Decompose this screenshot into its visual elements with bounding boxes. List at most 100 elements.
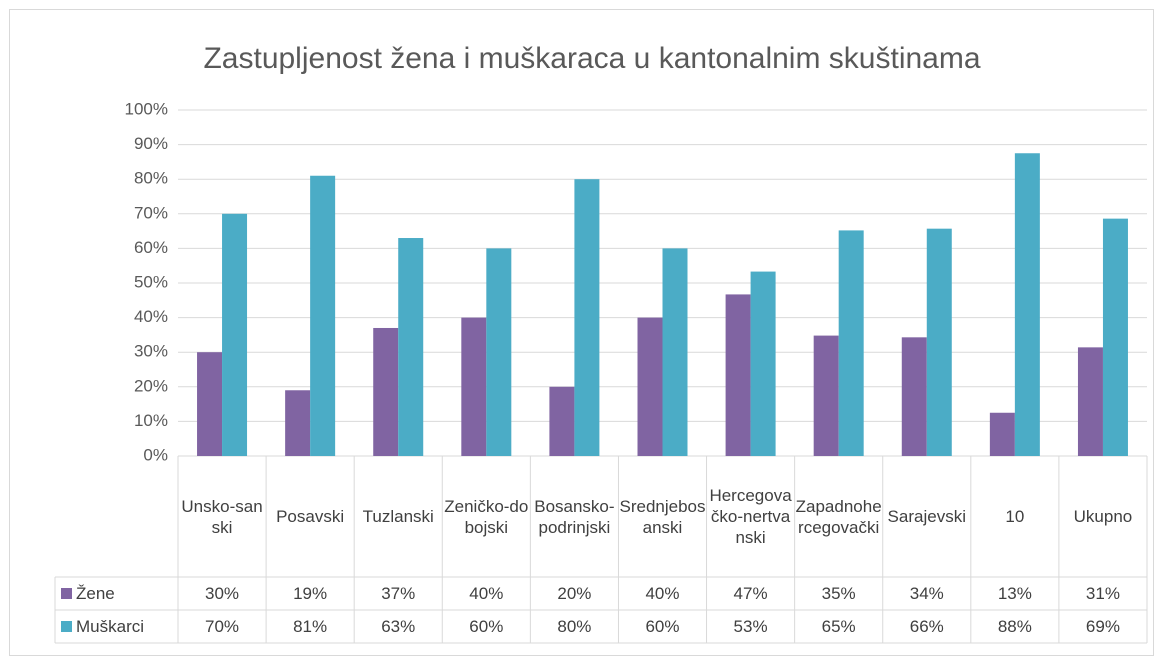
bar (197, 352, 223, 456)
value-label: 13% (971, 577, 1059, 610)
y-tick-label: 30% (134, 342, 168, 361)
y-tick-label: 20% (134, 376, 168, 395)
value-label-text: 40% (645, 584, 680, 603)
bar (461, 317, 487, 456)
y-tick-label: 60% (134, 238, 168, 257)
y-tick-label: 70% (134, 203, 168, 222)
value-label-text: 31% (1085, 584, 1120, 603)
value-label-text: 47% (733, 584, 768, 603)
bar (398, 238, 424, 456)
bar (750, 271, 776, 456)
y-tick-label: 0% (143, 445, 168, 464)
y-tick-label: 10% (134, 411, 168, 430)
category-label-text: Unsko-sanski (181, 496, 263, 537)
bar (1014, 153, 1040, 456)
value-label-text: 40% (469, 584, 504, 603)
value-label: 40% (442, 577, 530, 610)
value-label-text: 53% (733, 617, 768, 636)
bar (813, 335, 839, 456)
value-label: 63% (354, 610, 442, 643)
value-label-text: 81% (293, 617, 328, 636)
value-label: 37% (354, 577, 442, 610)
bar (1102, 218, 1128, 456)
chart-border (9, 9, 1154, 656)
legend-key (61, 621, 72, 632)
value-label-text: 66% (909, 617, 944, 636)
value-label-text: 63% (381, 617, 416, 636)
category-label-text: Zeničko-dobojski (444, 496, 529, 537)
category-label-text: Sarajevski (887, 507, 966, 526)
value-label-text: 34% (909, 584, 944, 603)
category-label-text: Srednjebosanski (619, 496, 706, 537)
category-label: Tuzlanski (354, 456, 442, 577)
value-label-text: 37% (381, 584, 416, 603)
category-label: Zapadnohercegovački (795, 456, 883, 577)
value-label: 81% (266, 610, 354, 643)
bar (222, 213, 248, 456)
value-label: 88% (971, 610, 1059, 643)
bar (637, 317, 663, 456)
value-label-text: 88% (997, 617, 1032, 636)
value-label: 60% (618, 610, 706, 643)
chart-title: Zastupljenost žena i muškaraca u kantona… (203, 42, 980, 75)
value-label: 19% (266, 577, 354, 610)
category-label-text: Hercegovačko-nertvanski (709, 486, 792, 547)
category-label: Zeničko-dobojski (442, 456, 530, 577)
category-label: Bosansko-podrinjski (530, 456, 618, 577)
category-label: Sarajevski (883, 456, 971, 577)
value-label: 20% (530, 577, 618, 610)
bar (662, 248, 688, 456)
bar (725, 294, 751, 456)
value-label: 65% (795, 610, 883, 643)
value-label: 31% (1059, 577, 1147, 610)
bar (486, 248, 512, 456)
y-tick-label: 90% (134, 134, 168, 153)
category-label-text: Posavski (276, 507, 345, 526)
bar (838, 230, 864, 456)
value-label: 30% (178, 577, 266, 610)
value-label-text: 70% (205, 617, 240, 636)
legend-label: Žene (55, 577, 178, 610)
value-label-text: 35% (821, 584, 856, 603)
category-label: Ukupno (1059, 456, 1147, 577)
bar (310, 175, 336, 457)
bar (989, 412, 1015, 456)
category-label: 10 (971, 456, 1059, 577)
y-tick-label: 50% (134, 272, 168, 291)
value-label-text: 13% (997, 584, 1032, 603)
value-label: 34% (883, 577, 971, 610)
category-label-text: Ukupno (1073, 507, 1133, 526)
category-label: Posavski (266, 456, 354, 577)
category-label: Unsko-sanski (178, 456, 266, 577)
bar (926, 228, 952, 456)
category-label: Hercegovačko-nertvanski (707, 456, 795, 577)
value-label-text: 60% (469, 617, 504, 636)
category-label-text: Bosansko-podrinjski (534, 496, 615, 537)
value-label-text: 69% (1085, 617, 1120, 636)
value-label-text: 20% (557, 584, 592, 603)
y-tick-label: 40% (134, 307, 168, 326)
category-label-text: 10 (1005, 507, 1025, 526)
y-tick-label: 80% (134, 169, 168, 188)
value-label-text: 65% (821, 617, 856, 636)
value-label: 47% (707, 577, 795, 610)
value-label-text: 19% (293, 584, 328, 603)
value-label: 80% (530, 610, 618, 643)
bar (901, 337, 927, 456)
category-label: Srednjebosanski (618, 456, 706, 577)
legend-label-text: Žene (76, 584, 115, 603)
legend-label-text: Muškarci (76, 617, 145, 636)
value-label-text: 80% (557, 617, 592, 636)
value-label: 60% (442, 610, 530, 643)
bar (285, 390, 311, 456)
bar (373, 327, 399, 456)
value-label: 69% (1059, 610, 1147, 643)
legend-key (61, 588, 72, 599)
value-label: 35% (795, 577, 883, 610)
value-label-text: 60% (645, 617, 680, 636)
value-label: 66% (883, 610, 971, 643)
category-label-text: Tuzlanski (362, 507, 434, 526)
value-label-text: 30% (205, 584, 240, 603)
